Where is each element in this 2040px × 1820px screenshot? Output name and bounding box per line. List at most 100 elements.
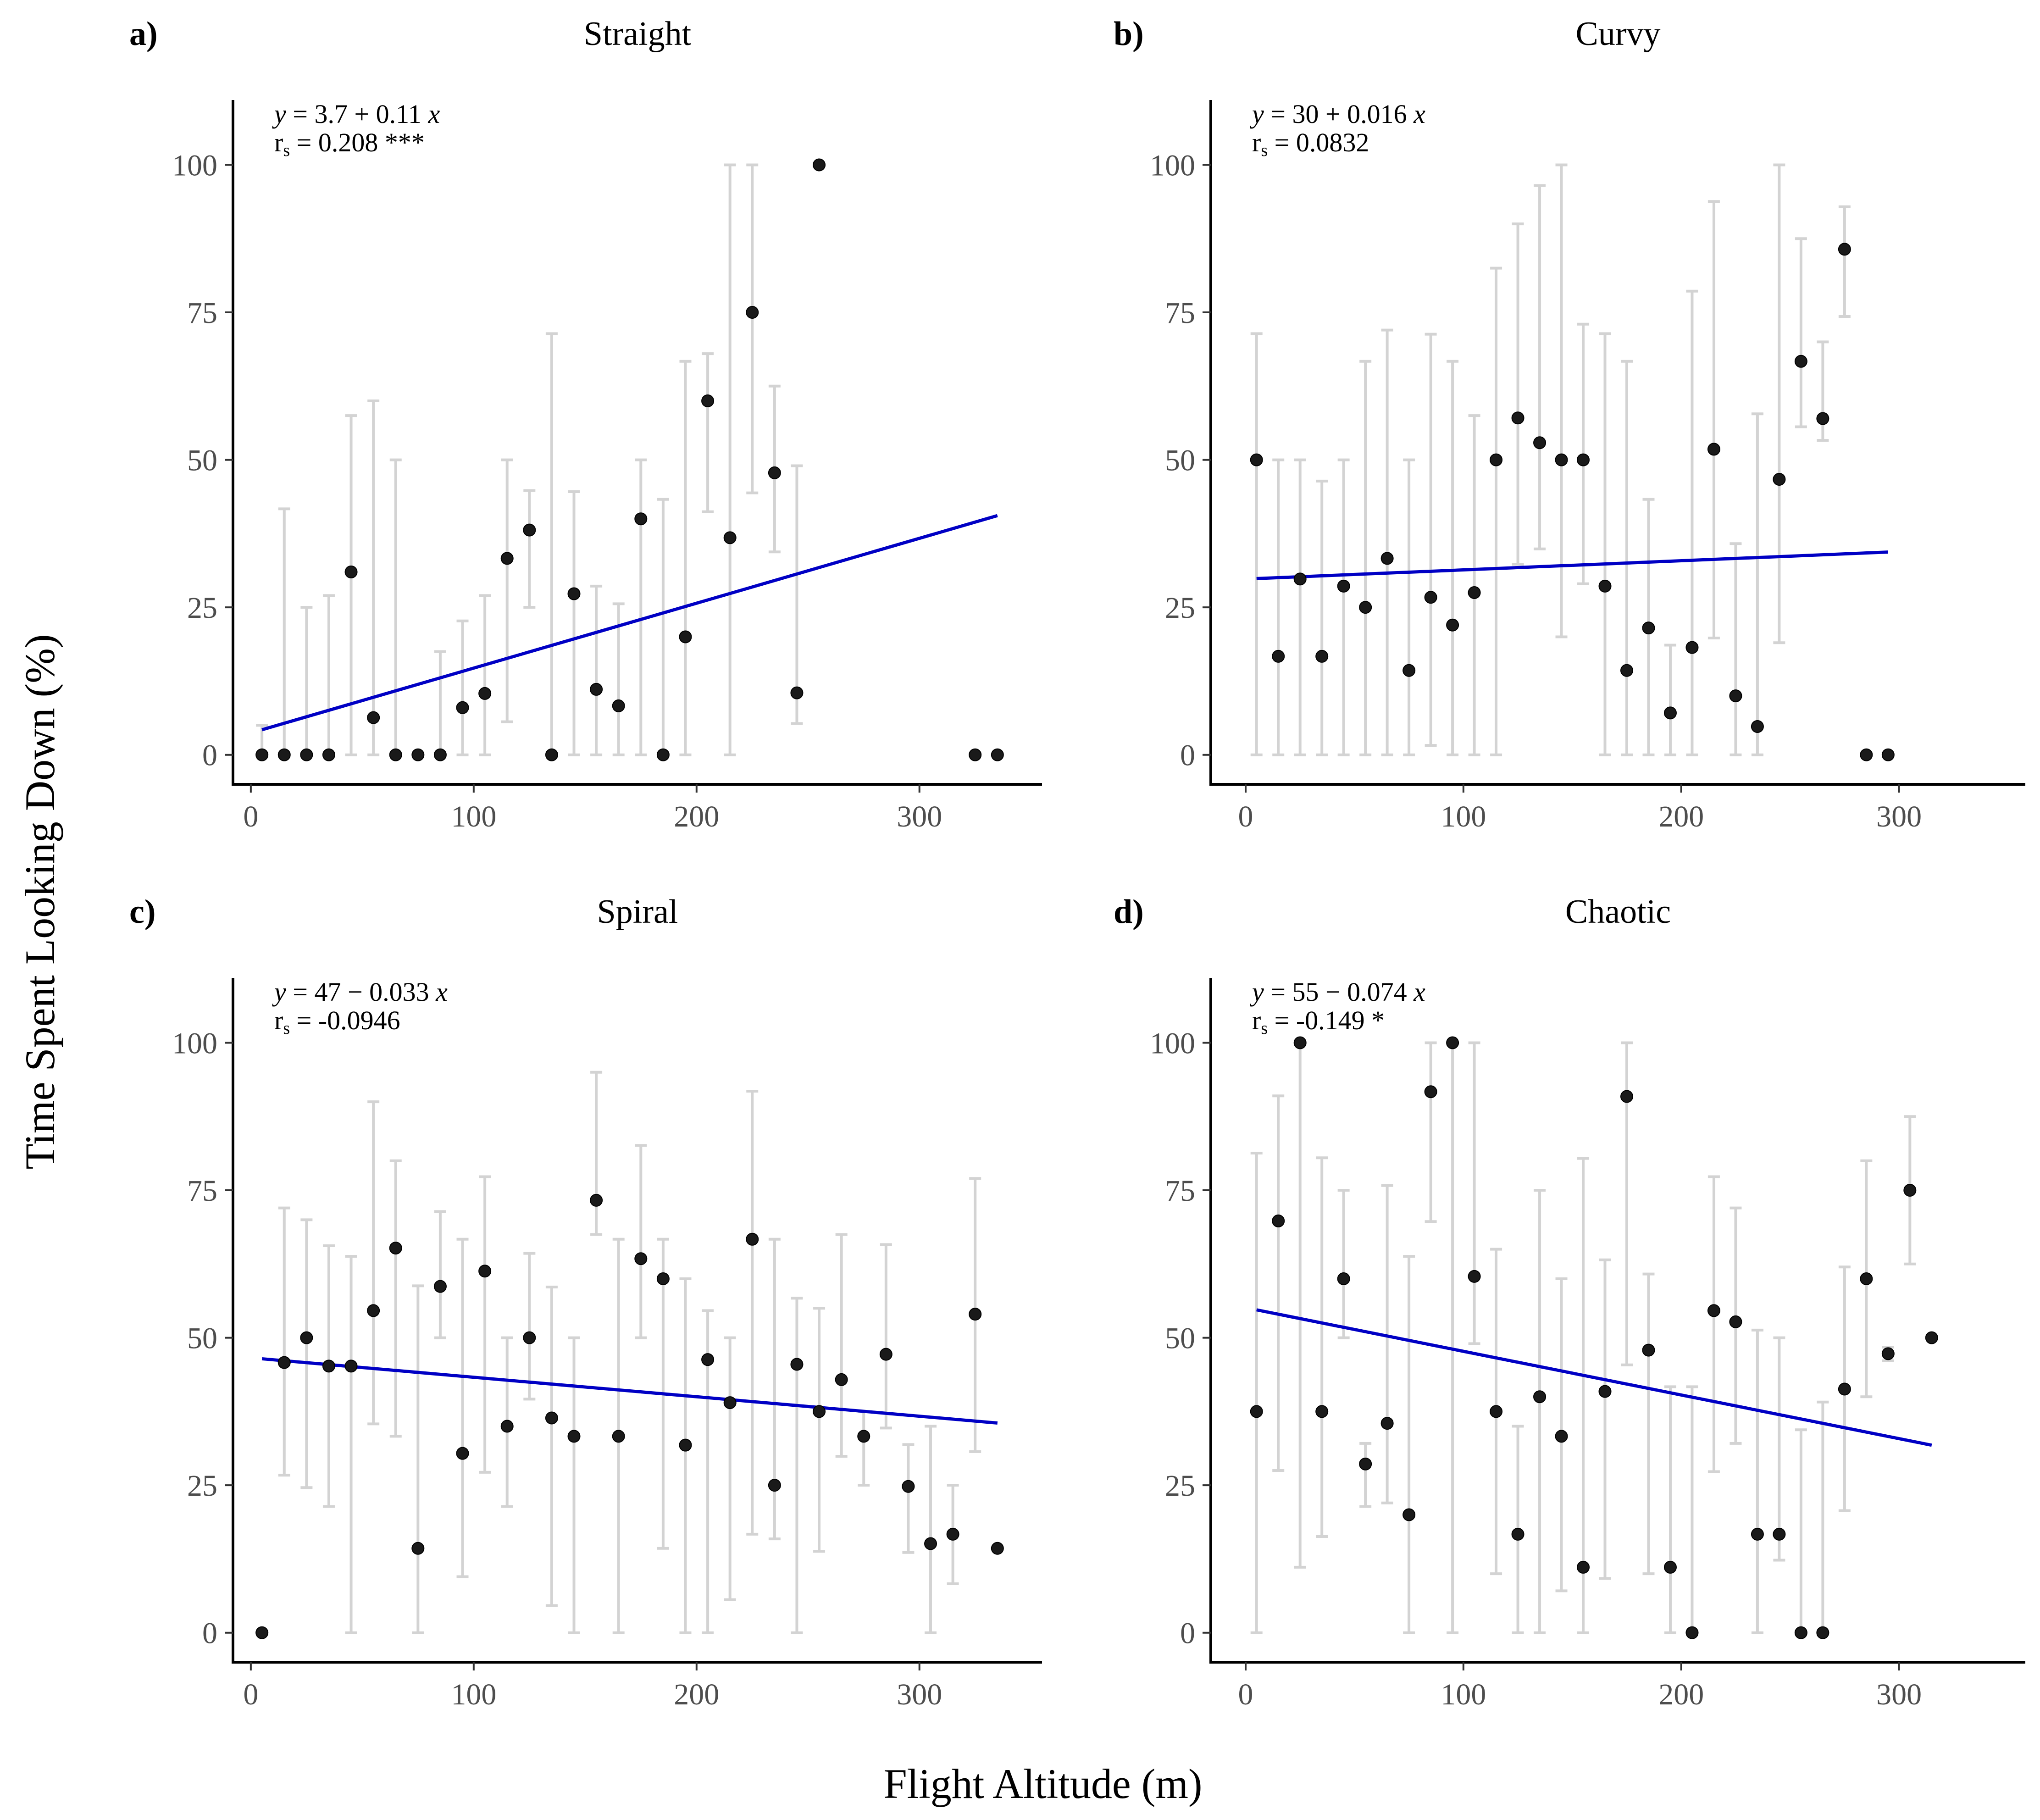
error-bar [1751, 412, 1763, 756]
data-point [1860, 748, 1873, 761]
error-bar [791, 1297, 803, 1634]
data-points [255, 158, 1004, 761]
data-point [389, 748, 402, 761]
data-point [879, 1348, 892, 1361]
data-point [523, 523, 536, 537]
y-axis-title: Time Spent Looking Down (%) [17, 634, 63, 1169]
data-point [456, 701, 469, 714]
data-point [478, 1265, 492, 1278]
error-bar [1707, 200, 1720, 640]
data-point [277, 748, 291, 761]
data-point [1511, 411, 1524, 425]
data-point [1490, 1405, 1503, 1418]
data-point [367, 711, 380, 724]
error-bar [590, 584, 603, 756]
error-bar [635, 458, 647, 756]
data-point [1446, 1036, 1459, 1049]
data-point [1250, 453, 1263, 466]
panel-curvy: b) Curvy 0 25 50 75 100 0 100 200 300 y = 30 + 0.01… [1114, 15, 2025, 833]
data-point [1380, 1417, 1394, 1430]
data-point [1272, 1214, 1285, 1227]
data-points [1250, 1036, 1938, 1639]
error-bars [1250, 163, 1894, 756]
correlation-subscript: s [1261, 141, 1268, 160]
correlation-value: = -0.149 * [1268, 1005, 1385, 1035]
error-bar [1337, 458, 1350, 756]
error-bar [1838, 205, 1851, 318]
data-point [567, 1430, 581, 1443]
data-point [969, 748, 982, 761]
y-tick-label: 100 [1150, 1027, 1195, 1060]
data-point [991, 1542, 1004, 1555]
error-bar [1642, 1272, 1655, 1576]
error-bar [746, 163, 759, 494]
data-point [500, 552, 514, 565]
error-bar [1468, 1041, 1480, 1345]
data-point [634, 512, 648, 526]
data-point [723, 1396, 737, 1409]
error-bar [345, 414, 357, 756]
error-bar [1359, 360, 1372, 756]
data-point [277, 1356, 291, 1369]
error-bar [345, 1255, 357, 1634]
data-point [1663, 706, 1677, 720]
error-bar [1425, 333, 1437, 747]
error-bar [1773, 1336, 1785, 1562]
x-tick-label: 100 [1441, 1678, 1486, 1711]
y-tick-label: 25 [1165, 591, 1195, 625]
data-point [768, 466, 781, 479]
error-bar [412, 1284, 424, 1634]
data-point [1816, 1626, 1829, 1639]
error-bar [1751, 1328, 1763, 1634]
panel-letter: b) [1114, 15, 1144, 53]
error-bar [1599, 332, 1611, 756]
data-point [1533, 1390, 1547, 1404]
error-bar [1686, 289, 1698, 756]
error-bar [679, 1277, 692, 1634]
data-point [1533, 436, 1547, 449]
data-point [1446, 618, 1459, 632]
error-bar [1555, 163, 1568, 638]
y-tick-label: 50 [187, 444, 217, 477]
data-point [1794, 1626, 1807, 1639]
error-bar [367, 1100, 380, 1426]
data-point [300, 1331, 313, 1344]
data-point [1707, 1304, 1720, 1317]
y-tick-label: 100 [172, 149, 217, 182]
data-point [1903, 1184, 1917, 1197]
x-tick-label: 100 [451, 1678, 496, 1711]
data-point [857, 1430, 870, 1443]
x-tick-label: 300 [1876, 800, 1922, 833]
panel-chaotic: d) Chaotic 0 25 50 75 100 0 100 200 300 y = 55 − 0.… [1114, 893, 2025, 1711]
data-point [1555, 453, 1568, 466]
data-point [545, 748, 558, 761]
x-tick-label: 100 [1441, 800, 1486, 833]
data-point [1751, 720, 1764, 733]
correlation-value: = 0.0832 [1268, 128, 1369, 157]
data-point [1555, 1430, 1568, 1443]
data-point [1490, 453, 1503, 466]
error-bar [1512, 222, 1524, 566]
error-bar [1381, 1184, 1393, 1504]
error-bar [925, 1425, 937, 1634]
correlation-subscript: s [1261, 1019, 1268, 1038]
data-point [456, 1447, 469, 1460]
error-bar [434, 1210, 446, 1339]
data-point [612, 1430, 625, 1443]
y-tick-label: 0 [1180, 739, 1195, 772]
data-point [1577, 1560, 1590, 1574]
error-bar [1534, 184, 1546, 550]
data-point [1315, 1405, 1329, 1418]
data-point [411, 748, 425, 761]
data-point [411, 1542, 425, 1555]
error-bar [1577, 1157, 1590, 1634]
y-tick-label: 0 [202, 739, 217, 772]
data-point [679, 630, 692, 644]
y-tick-label: 0 [202, 1617, 217, 1650]
x-tick-label: 100 [451, 800, 496, 833]
data-point [322, 1359, 335, 1373]
x-tick-label: 300 [897, 1678, 942, 1711]
error-bar [322, 1244, 335, 1508]
data-point [813, 158, 826, 172]
